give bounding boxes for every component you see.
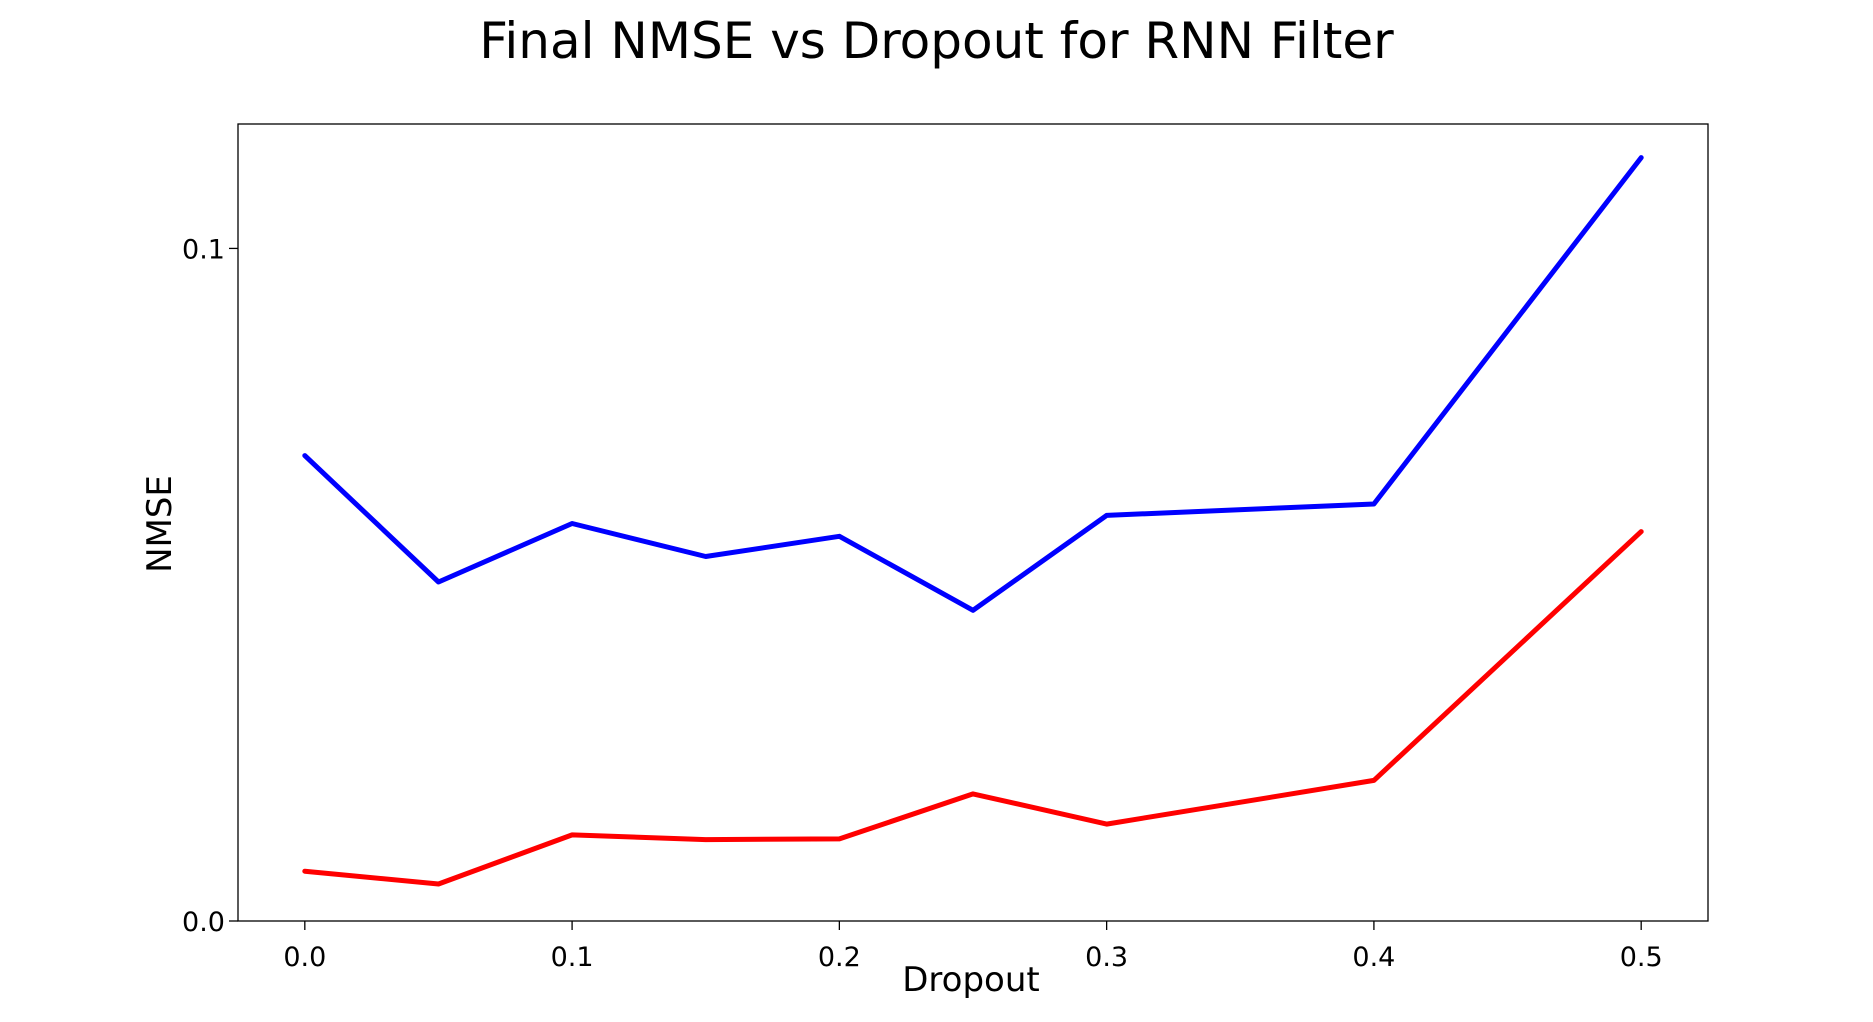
x-tick-label: 0.4 [1352,942,1395,973]
y-axis: 0.0 0.1 [182,234,238,938]
series-line-1 [302,155,1644,613]
x-tick-label: 0.5 [1620,942,1663,973]
x-tick-label: 0.1 [551,942,594,973]
plot-frame [237,123,1709,922]
x-tick-label: 0.3 [1085,942,1128,973]
series-line-2 [302,529,1644,887]
y-axis-label: NMSE [140,475,180,573]
y-tick-label: 0.0 [182,907,225,938]
x-axis: 0.0 0.1 0.2 0.3 0.4 0.5 [283,921,1663,973]
x-axis-label: Dropout [902,960,1039,1000]
series-layer [302,155,1644,887]
x-tick-label: 0.2 [818,942,861,973]
chart-title: Final NMSE vs Dropout for RNN Filter [479,12,1394,70]
y-tick-label: 0.1 [182,234,225,265]
x-tick-label: 0.0 [283,942,326,973]
plot-area [237,123,1709,922]
